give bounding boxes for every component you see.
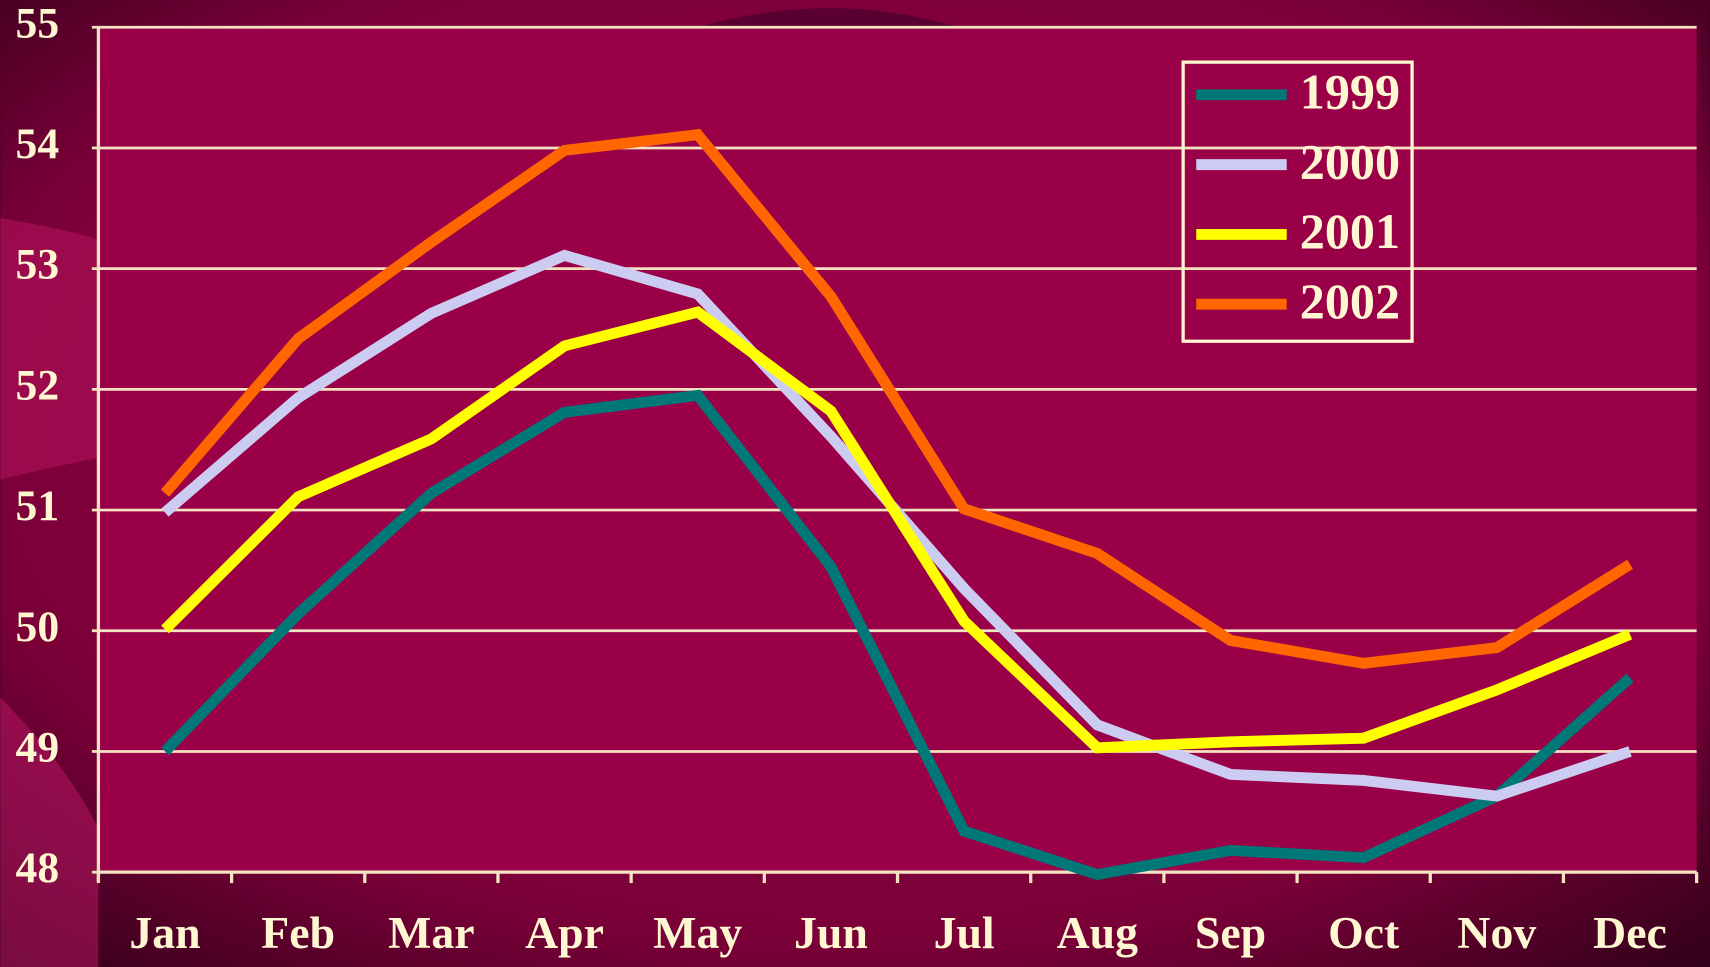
lines: [160, 128, 1634, 881]
grid: [91, 25, 1699, 884]
background-swirl: [0, 697, 99, 967]
y-tick-label: 48: [16, 844, 60, 892]
background-swirl: [0, 218, 99, 480]
x-tick-label: Nov: [1457, 907, 1536, 958]
x-tick-label: May: [653, 907, 742, 958]
x-tick-label: Oct: [1328, 907, 1400, 958]
x-tick-label: Aug: [1057, 907, 1139, 958]
x-tick-label: Feb: [261, 907, 335, 958]
y-tick-label: 52: [16, 361, 60, 409]
legend-label: 2001: [1300, 203, 1400, 259]
background-swirl: [698, 8, 960, 28]
x-tick-label: Mar: [388, 907, 474, 958]
legend-label: 2002: [1300, 273, 1400, 329]
series-line: [160, 128, 1633, 669]
series-line: [161, 306, 1633, 754]
legend-label: 1999: [1300, 64, 1400, 120]
x-tick-label: Sep: [1195, 907, 1266, 958]
y-tick-label: 55: [16, 0, 60, 47]
y-tick-label: 54: [16, 120, 60, 168]
y-tick-label: 50: [16, 603, 60, 651]
y-tick-label: 51: [16, 482, 60, 530]
y-tick-label: 49: [16, 723, 60, 771]
legend-label: 2000: [1300, 133, 1400, 189]
x-tick-label: Jun: [794, 907, 868, 958]
legend-box: [1181, 60, 1414, 343]
plot-area: [98, 27, 1697, 873]
series-line: [161, 389, 1634, 881]
labels: 48 49 50 51 52 53 54 55 Jan Feb Mar Apr May Jun Jul Aug…: [16, 0, 1667, 958]
legend: 1999 2000 2001 2002: [1196, 64, 1400, 329]
x-tick-label: Apr: [525, 907, 604, 958]
y-tick-label: 53: [16, 241, 60, 289]
x-tick-label: Dec: [1593, 907, 1667, 958]
x-tick-label: Jan: [129, 907, 200, 958]
x-tick-label: Jul: [934, 907, 995, 958]
